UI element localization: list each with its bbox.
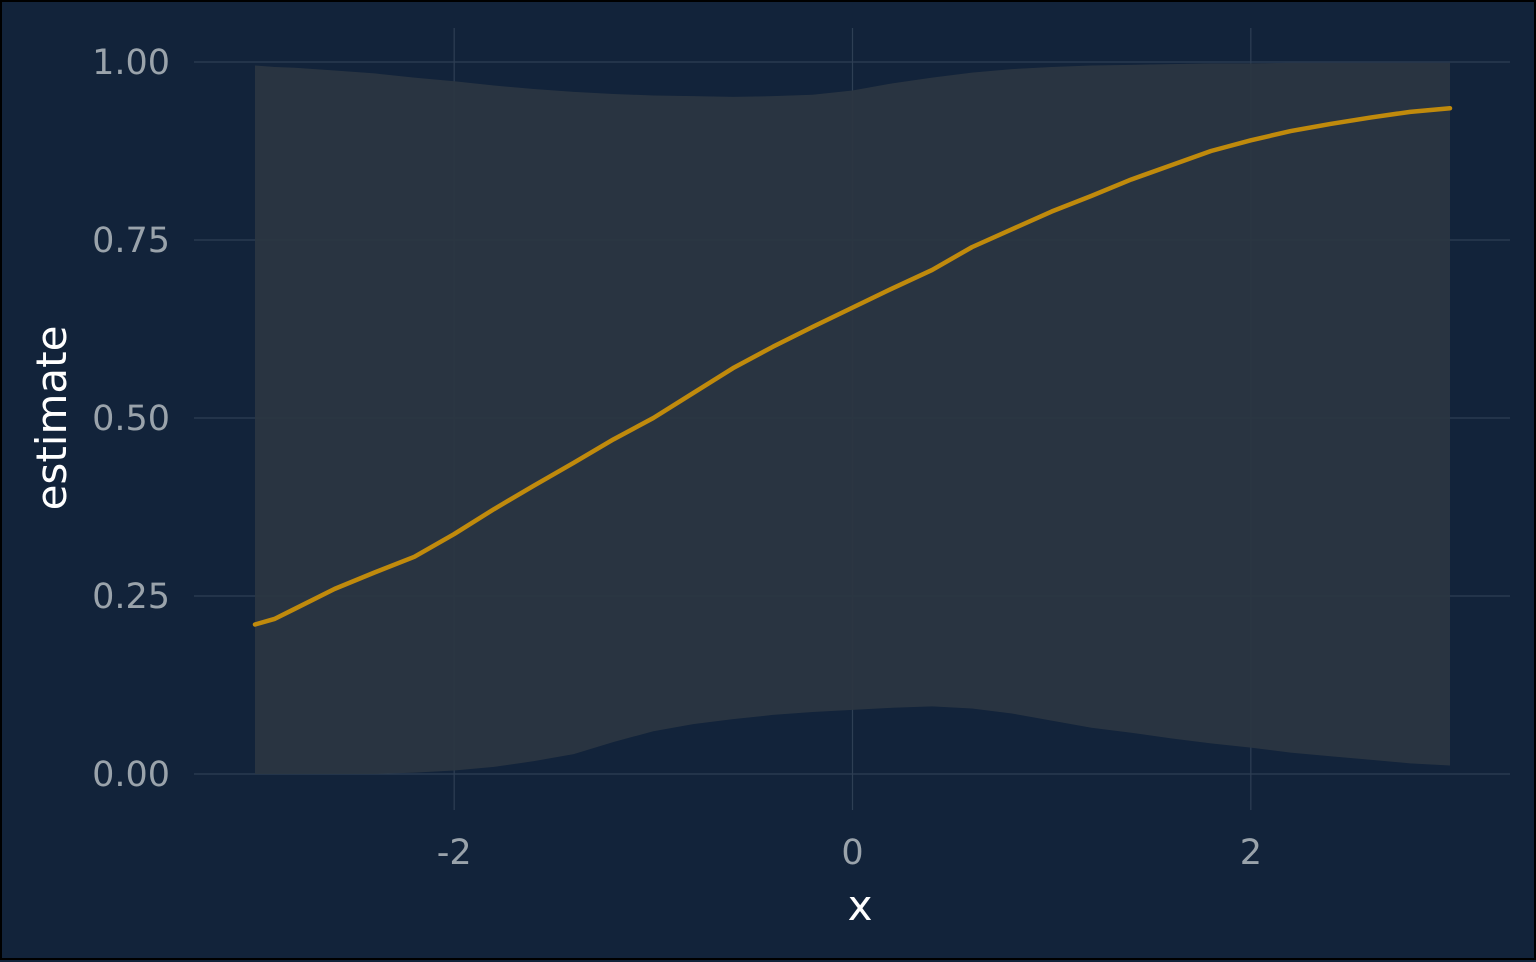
y-tick-label-1: 0.25 (92, 577, 170, 617)
y-axis-title: estimate (27, 326, 76, 511)
estimate-line-layer (252, 106, 1453, 627)
y-axis-ticks: 0.00 0.25 0.50 0.75 1.00 (92, 43, 170, 795)
y-tick-label-4: 1.00 (92, 43, 170, 83)
confidence-band (255, 62, 1450, 775)
x-tick-label-2: 2 (1240, 833, 1262, 873)
y-tick-label-3: 0.75 (92, 221, 170, 261)
x-axis-title: x (848, 881, 873, 930)
y-tick-label-0: 0.00 (92, 755, 170, 795)
x-axis-ticks: -2 0 2 (437, 833, 1262, 873)
estimate-line (252, 106, 1453, 627)
y-tick-label-2: 0.50 (92, 399, 170, 439)
x-tick-label-0: -2 (437, 833, 472, 873)
x-tick-label-1: 0 (841, 833, 863, 873)
confidence-band-layer (255, 62, 1450, 775)
